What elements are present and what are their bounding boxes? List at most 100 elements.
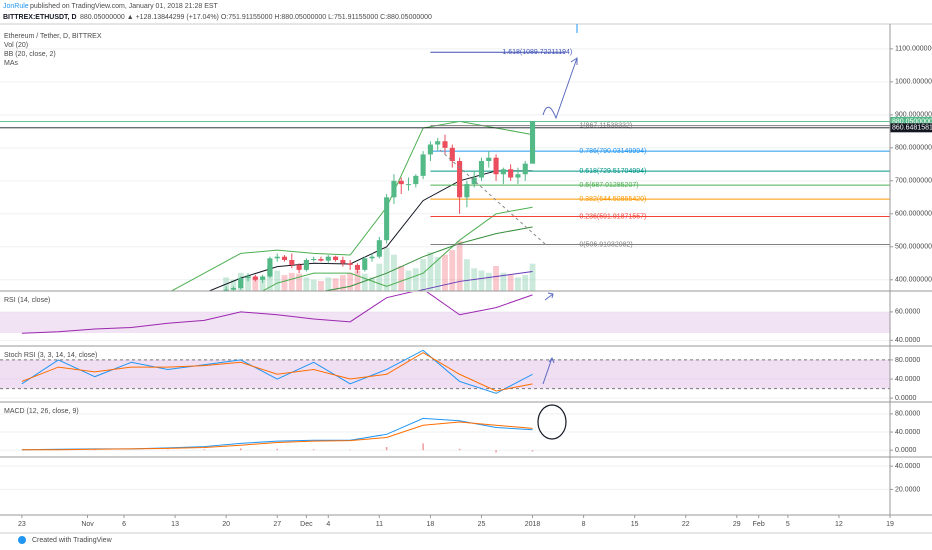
candle-body xyxy=(486,157,492,162)
candle-body xyxy=(398,180,404,185)
x-tick-label: 20 xyxy=(222,521,230,528)
y-tick-label: 40.0000 xyxy=(895,337,920,344)
fib-label: 0.382(644.50865420) xyxy=(579,196,646,203)
fib-label: 0.618(729.51704994) xyxy=(579,168,646,175)
candle-body xyxy=(508,169,514,178)
candle-body xyxy=(464,184,470,198)
volume-bar xyxy=(478,270,485,291)
y-tick-label: 700.00000000 xyxy=(895,178,932,185)
y-tick-label: 40.0000 xyxy=(895,429,920,436)
x-tick-label: 5 xyxy=(786,521,790,528)
candle-body xyxy=(405,184,412,186)
candle-body xyxy=(515,174,521,178)
price-tag-label: 860.64815815 xyxy=(892,125,932,132)
pane-title: RSI (14, close) xyxy=(4,297,50,304)
indicator-label: Vol (20) xyxy=(4,42,28,49)
rsi-band xyxy=(0,312,890,333)
volume-bar xyxy=(507,275,514,291)
candle-body xyxy=(245,276,251,279)
volume-bar xyxy=(274,270,281,291)
candle-body xyxy=(500,169,506,175)
volume-bar xyxy=(529,263,536,291)
candle-body xyxy=(340,259,346,264)
published: published on TradingView.com, January 01… xyxy=(30,3,219,10)
pane-title: MACD (12, 26, close, 9) xyxy=(4,408,79,415)
y-tick-label: 0.0000 xyxy=(895,447,917,454)
candle-body xyxy=(230,288,236,290)
price-tag xyxy=(890,116,932,126)
x-tick-label: 29 xyxy=(733,521,741,528)
x-tick-label: Nov xyxy=(81,521,94,528)
volume-bar xyxy=(245,275,251,291)
volume-bar xyxy=(500,272,507,291)
footer: Created with TradingView xyxy=(32,537,113,544)
line xyxy=(21,349,533,394)
x-tick-label: 4 xyxy=(326,521,330,528)
volume-bar xyxy=(318,281,324,291)
x-tick-label: 27 xyxy=(273,521,281,528)
line xyxy=(170,120,533,291)
x-tick-label: 15 xyxy=(631,521,639,528)
volume-bar xyxy=(522,275,529,291)
y-tick-label: 1000.00000000 xyxy=(895,79,932,86)
volume-bar xyxy=(398,266,405,291)
arrow-annotation xyxy=(542,57,578,120)
pane xyxy=(0,349,890,399)
candle-body xyxy=(493,157,499,175)
x-tick-label: 19 xyxy=(886,521,894,528)
volume-bar xyxy=(281,275,288,291)
line xyxy=(415,271,533,291)
volume-bar xyxy=(427,252,434,291)
candle-body xyxy=(281,256,288,260)
y-tick-label: 800.00000000 xyxy=(895,145,932,152)
pane-title: Stoch RSI (3, 3, 14, 14, close) xyxy=(4,352,97,359)
x-tick-label: 8 xyxy=(582,521,586,528)
candle-body xyxy=(529,121,536,164)
candle-body xyxy=(369,256,375,259)
y-tick-label: 600.00000000 xyxy=(895,211,932,218)
candle-body xyxy=(478,161,485,178)
y-tick-label: 40.0000 xyxy=(895,376,920,383)
volume-bar xyxy=(383,247,390,291)
y-tick-label: 60.0000 xyxy=(895,309,920,316)
volume-bar xyxy=(310,279,317,291)
candle-body xyxy=(238,278,244,289)
volume-bar xyxy=(391,254,397,291)
candle-body xyxy=(435,141,441,145)
candle-body xyxy=(413,175,419,185)
price-tag-label: 880.05000000 xyxy=(892,118,932,125)
fib-label: 1(867.11538332) xyxy=(579,123,632,130)
x-tick-label: 2018 xyxy=(525,521,541,528)
candle-body xyxy=(522,163,528,175)
candle-body xyxy=(420,154,426,176)
candle-body xyxy=(376,240,382,257)
candle-body xyxy=(303,259,309,270)
x-tick-label: 11 xyxy=(376,521,383,528)
x-tick-label: 6 xyxy=(122,521,126,528)
x-tick-label: 12 xyxy=(835,521,843,528)
volume-bar xyxy=(369,277,375,291)
volume-bar xyxy=(412,268,419,291)
volume-bar xyxy=(405,270,412,291)
volume-bar xyxy=(259,278,266,291)
y-tick-label: 900.00000000 xyxy=(895,112,932,119)
author[interactable]: JonRule xyxy=(3,3,29,10)
candle-body xyxy=(354,264,361,270)
y-tick-label: 500.00000000 xyxy=(895,244,932,251)
candle-body xyxy=(223,289,229,291)
volume-bar xyxy=(361,273,368,291)
y-tick-label: 400.00000000 xyxy=(895,277,932,284)
pane xyxy=(0,292,890,341)
price-tag xyxy=(890,123,932,133)
pane xyxy=(0,413,890,453)
x-tick-label: Dec xyxy=(300,521,313,528)
plot-layer: 400.00000000 500.00000000 600.00000000 700.… xyxy=(0,24,932,534)
candle-body xyxy=(296,264,302,270)
arrow-annotation xyxy=(542,356,555,385)
x-tick-label: Feb xyxy=(753,521,765,528)
circle-annotation xyxy=(537,404,567,440)
volume-bar xyxy=(420,259,427,291)
volume-bar xyxy=(303,277,310,291)
volume-bar xyxy=(442,254,448,291)
